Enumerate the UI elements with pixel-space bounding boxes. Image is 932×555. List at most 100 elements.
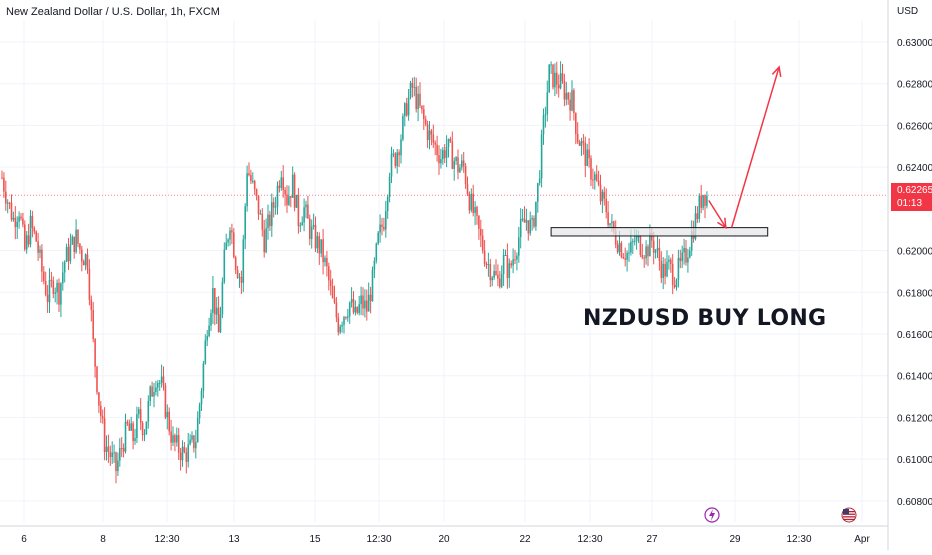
candle-body — [447, 138, 450, 148]
support-zone[interactable] — [550, 227, 769, 237]
candle-body — [436, 144, 438, 155]
candle-body — [8, 202, 11, 204]
candle-body — [468, 194, 471, 211]
y-tick-label: 0.62800 — [897, 80, 932, 91]
candle-body — [630, 241, 632, 253]
candle-body — [373, 260, 376, 270]
candle-body — [563, 81, 566, 100]
candle-body — [354, 307, 357, 313]
candle-body — [402, 116, 404, 140]
candle-body — [565, 92, 568, 100]
candle-body — [449, 138, 452, 142]
trend-arrow-line[interactable] — [708, 200, 727, 229]
candle-body — [5, 191, 7, 204]
trend-arrow-line[interactable] — [730, 66, 780, 228]
candle-body — [411, 82, 414, 88]
candle-body — [219, 314, 222, 333]
candle-body — [404, 103, 406, 117]
candle-body — [345, 317, 347, 319]
candle-body — [98, 392, 100, 406]
candle-body — [90, 299, 93, 310]
x-tick-label: 6 — [21, 534, 27, 545]
candle-body — [174, 435, 176, 443]
candle-body — [542, 115, 545, 135]
drawings[interactable] — [0, 65, 888, 523]
candle-body — [119, 448, 121, 461]
candle-body — [474, 207, 476, 213]
candle-body — [679, 257, 682, 262]
candle-body — [326, 257, 328, 267]
candle-body — [92, 309, 94, 339]
candle-body — [442, 150, 444, 160]
candle-body — [160, 376, 163, 383]
candle-body — [569, 99, 571, 111]
candle-body — [250, 175, 252, 182]
candle-body — [575, 113, 577, 134]
candle-body — [297, 194, 300, 227]
candle-body — [193, 435, 195, 449]
candle-body — [183, 446, 186, 453]
candle-body — [476, 207, 478, 216]
candle-body — [666, 261, 668, 277]
candle-body — [594, 174, 596, 181]
candle-body — [179, 452, 182, 461]
trend-arrow-head[interactable] — [771, 65, 782, 78]
candle-body — [689, 250, 691, 258]
candle-body — [548, 64, 550, 93]
candle-body — [130, 423, 132, 431]
candle-body — [329, 280, 332, 287]
candle-body — [405, 103, 408, 116]
candle-body — [103, 418, 106, 452]
candle-body — [419, 93, 421, 106]
candle-body — [415, 86, 417, 110]
candle-body — [628, 252, 630, 254]
candle-body — [485, 264, 488, 266]
candle-body — [582, 141, 585, 143]
candle-body — [339, 326, 341, 333]
candle-body — [204, 340, 207, 364]
candle-body — [457, 157, 459, 173]
candle-body — [233, 232, 235, 258]
candle-body — [462, 160, 465, 167]
candle-body — [546, 92, 549, 115]
candle-body — [497, 274, 499, 279]
lightning-icon[interactable] — [704, 507, 720, 523]
candle-body — [231, 230, 233, 233]
candle-body — [554, 72, 556, 88]
annotation-text[interactable]: NZDUSD BUY LONG — [583, 306, 827, 331]
candle-body — [96, 366, 98, 393]
candle-body — [396, 152, 398, 167]
candle-body — [430, 130, 433, 135]
candle-body — [438, 154, 440, 164]
candle-body — [649, 232, 651, 257]
candle-body — [633, 240, 636, 242]
candle-body — [246, 173, 248, 207]
x-tick-label: 13 — [228, 534, 240, 545]
x-tick-label: 22 — [519, 534, 531, 545]
candle-body — [84, 254, 87, 266]
candle-body — [191, 435, 193, 440]
candle-body — [221, 282, 224, 315]
candle-body — [271, 202, 273, 227]
candle-body — [508, 263, 511, 278]
trend-arrow-head[interactable] — [717, 217, 727, 230]
candle-body — [301, 222, 303, 226]
candle-body — [358, 304, 360, 313]
candle-body — [480, 228, 482, 236]
candle-body — [105, 446, 108, 452]
candle-body — [681, 252, 683, 262]
candle-body — [371, 269, 374, 302]
candle-body — [151, 386, 153, 397]
candle-body — [487, 264, 490, 266]
candle-body — [138, 409, 140, 415]
candle-body — [79, 243, 81, 250]
y-tick-label: 0.61600 — [897, 330, 932, 341]
candle-body — [307, 204, 309, 219]
us-flag-icon[interactable] — [841, 507, 857, 523]
candle-body — [603, 191, 606, 199]
candle-body — [392, 153, 395, 155]
candle-body — [620, 243, 623, 257]
candle-body — [656, 247, 659, 251]
